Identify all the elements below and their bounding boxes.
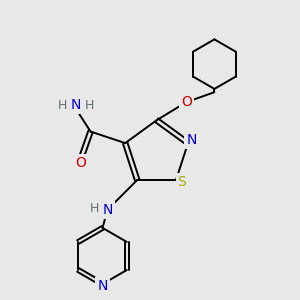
Text: O: O (75, 156, 86, 170)
Text: H: H (90, 202, 100, 214)
Text: N: N (97, 279, 108, 293)
Text: H: H (85, 99, 94, 112)
Text: N: N (186, 133, 196, 147)
Text: H: H (58, 99, 67, 112)
Text: N: N (70, 98, 81, 112)
Text: S: S (178, 175, 186, 189)
Text: O: O (181, 95, 192, 109)
Text: N: N (102, 203, 113, 217)
